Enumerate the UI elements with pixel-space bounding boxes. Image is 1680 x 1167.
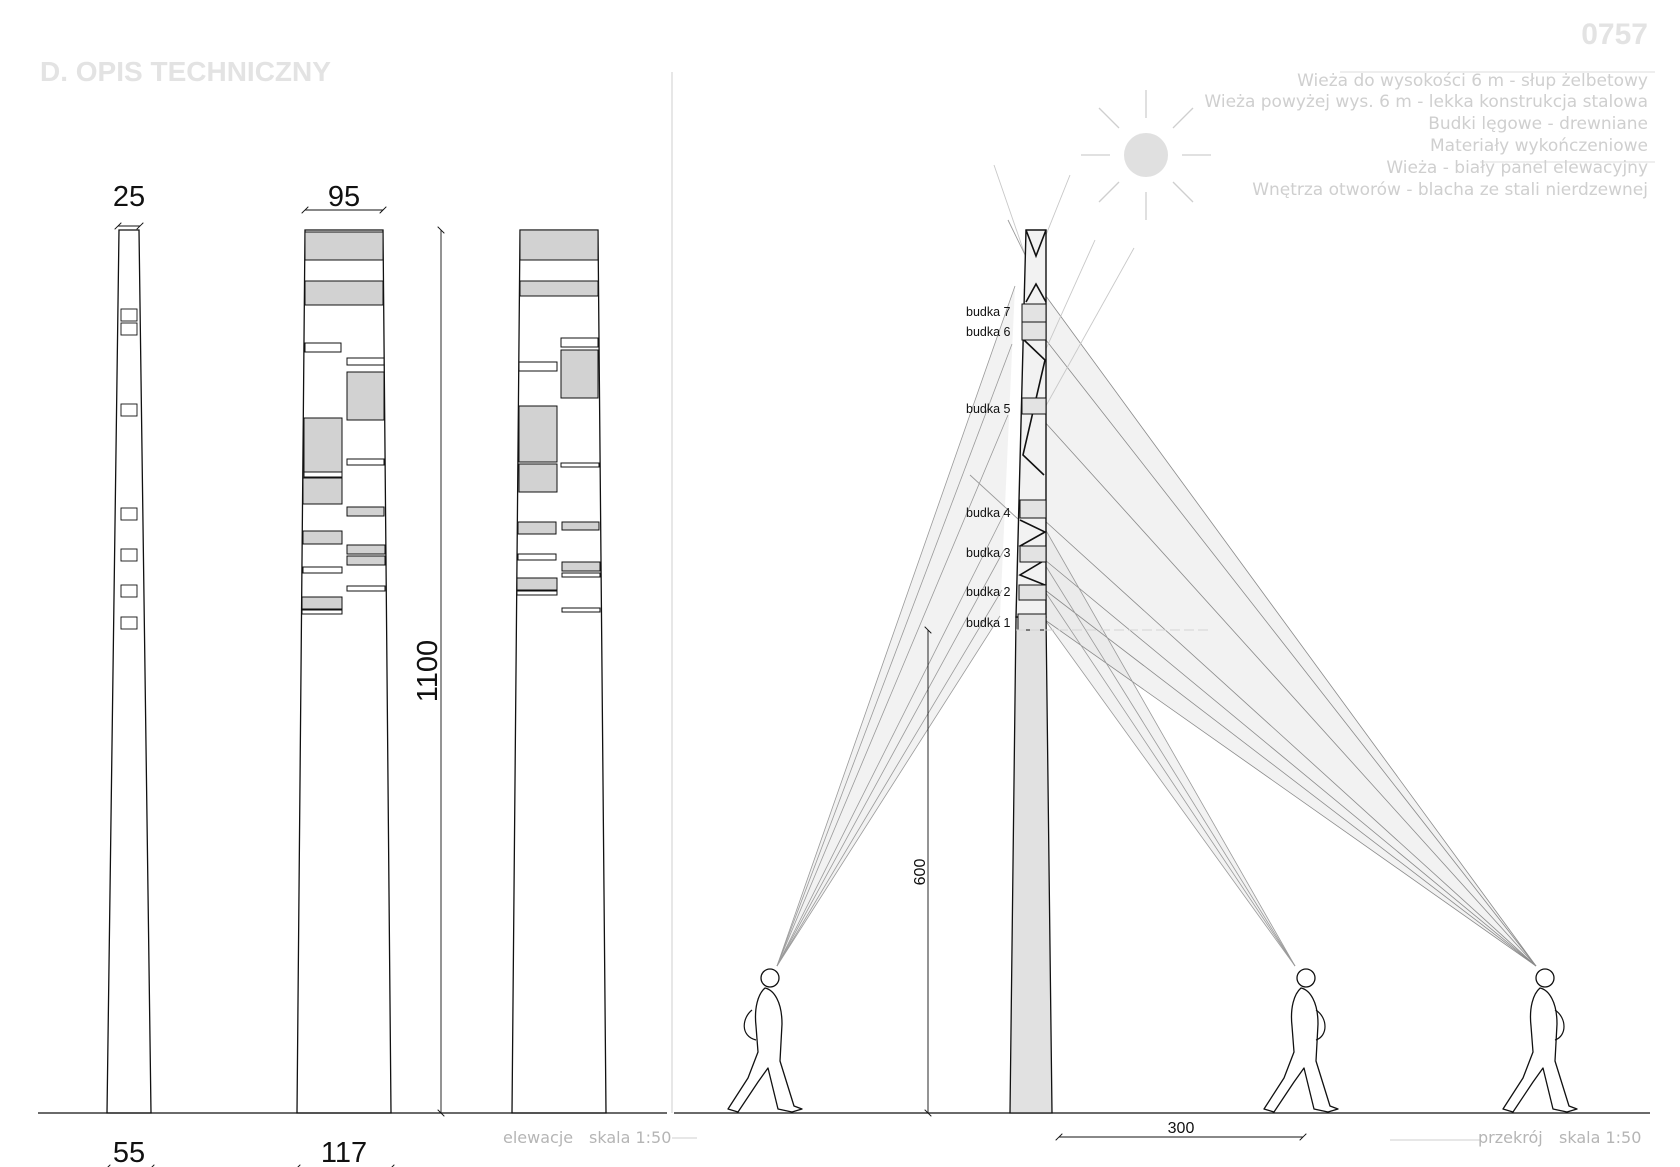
dimension-top-width: 25 xyxy=(113,181,145,213)
dimension-top-width: 95 xyxy=(328,181,360,213)
nest-opening xyxy=(346,585,386,592)
nest-box-opening xyxy=(120,403,138,417)
spec-line: Materiały wykończeniowe xyxy=(1430,136,1648,156)
nest-opening xyxy=(304,342,342,353)
nest-opening xyxy=(346,357,385,366)
rear-elevation xyxy=(511,229,607,1114)
panel-block xyxy=(561,521,600,531)
section-tower xyxy=(1009,229,1210,1114)
spec-line: Budki lęgowe - drewniane xyxy=(1428,114,1648,134)
person-icon xyxy=(727,968,803,1113)
sheet-number: 0757 xyxy=(1581,18,1648,51)
spec-line: Wieża - biały panel elewacyjny xyxy=(1386,158,1648,178)
nest-box-1 xyxy=(1017,613,1047,631)
sun-icon xyxy=(1081,90,1211,220)
nest-opening xyxy=(560,337,599,348)
concrete-column xyxy=(1009,616,1053,1114)
caption-section: przekrój xyxy=(1478,1128,1543,1147)
panel-block xyxy=(517,521,557,535)
nest-box-labels: budka 7 budka 6 budka 5 budka 4 budka 3 … xyxy=(966,305,1011,630)
dimension-total-height: 1100 xyxy=(412,640,444,702)
panel-band xyxy=(304,231,384,261)
nest-box-5 xyxy=(1021,397,1047,415)
spec-list: Wieża do wysokości 6 m - słup żelbetowy … xyxy=(1204,71,1648,200)
box-label: budka 6 xyxy=(966,325,1011,339)
box-label: budka 3 xyxy=(966,546,1011,560)
nest-box-3 xyxy=(1019,545,1047,563)
dimension-observer-distance: 300 xyxy=(1168,1120,1195,1137)
panel-block xyxy=(301,596,343,610)
panel-block xyxy=(346,544,386,555)
panel-band xyxy=(304,280,384,306)
panel-block xyxy=(302,530,343,545)
panel-band xyxy=(519,229,599,261)
tower-outline xyxy=(106,229,152,1114)
box-label: budka 2 xyxy=(966,585,1011,599)
person-icon xyxy=(1502,968,1578,1113)
sight-cones xyxy=(776,285,1537,967)
nest-opening xyxy=(303,471,343,478)
nest-box-opening xyxy=(120,308,138,322)
person-icon xyxy=(1263,968,1339,1113)
panel-block xyxy=(560,349,599,399)
caption-section-scale: skala 1:50 xyxy=(1559,1128,1641,1147)
dimension-bottom-width: 55 xyxy=(113,1137,145,1167)
nest-opening xyxy=(302,566,343,574)
nest-opening xyxy=(516,590,558,596)
nest-box-opening xyxy=(120,548,138,562)
sheet-title: D. OPIS TECHNICZNY xyxy=(40,56,331,87)
box-label: budka 5 xyxy=(966,402,1011,416)
side-elevation: 25 55 xyxy=(103,181,155,1167)
nest-box-opening xyxy=(120,616,138,630)
nest-box-2 xyxy=(1018,584,1047,601)
nest-opening xyxy=(560,462,600,468)
box-label: budka 1 xyxy=(966,616,1011,630)
dimension-bottom-width: 117 xyxy=(321,1137,367,1167)
panel-block xyxy=(302,477,343,505)
nest-opening xyxy=(346,458,385,466)
panel-block xyxy=(346,506,385,517)
panel-block xyxy=(346,371,385,421)
caption-elevations: elewacje xyxy=(503,1128,573,1147)
panel-block xyxy=(518,463,558,493)
box-label: budka 7 xyxy=(966,305,1011,319)
nest-box-opening xyxy=(120,322,138,336)
spec-line: Wieża powyżej wys. 6 m - lekka konstrukc… xyxy=(1204,92,1648,112)
nest-box-4 xyxy=(1019,499,1047,519)
nest-opening xyxy=(518,361,558,372)
nest-opening xyxy=(561,607,601,613)
panel-band xyxy=(519,280,599,297)
nest-opening xyxy=(301,609,343,615)
panel-block xyxy=(303,417,343,473)
panel-block xyxy=(516,577,558,591)
tower-outline xyxy=(296,229,392,1114)
front-elevation: 95 117 1100 xyxy=(293,181,445,1167)
box-label: budka 4 xyxy=(966,506,1011,520)
dimension-concrete-height: 600 xyxy=(912,859,929,886)
panel-block xyxy=(518,405,558,463)
panel-block xyxy=(561,561,601,572)
spec-line: Wnętrza otworów - blacha ze stali nierdz… xyxy=(1252,180,1648,200)
nest-opening xyxy=(561,572,601,578)
nest-opening xyxy=(517,553,557,561)
nest-box-opening xyxy=(120,584,138,598)
spec-line: Wieża do wysokości 6 m - słup żelbetowy xyxy=(1297,71,1648,91)
nest-box-opening xyxy=(120,507,138,521)
caption-elevations-scale: skala 1:50 xyxy=(589,1128,671,1147)
panel-block xyxy=(346,555,386,566)
